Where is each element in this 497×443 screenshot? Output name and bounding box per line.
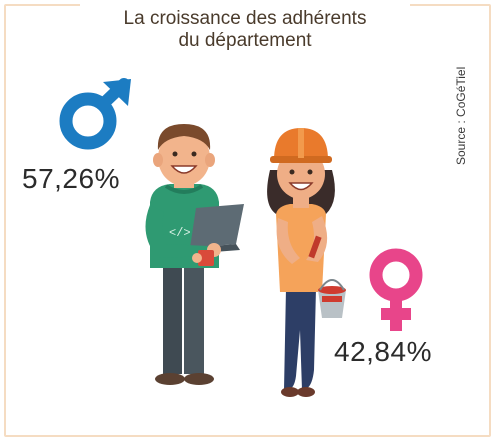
title-line-1: La croissance des adhérents (123, 8, 367, 29)
man-illustration: </> (145, 124, 244, 385)
male-percentage-label: 57,26% (22, 163, 120, 194)
title-background (80, 0, 410, 60)
title-line-2: du département (178, 30, 312, 51)
female-symbol-icon (369, 248, 423, 331)
chart-title: La croissance des adhérents du départeme… (70, 8, 420, 52)
male-symbol-icon (59, 78, 131, 150)
female-percentage-label: 42,84% (334, 336, 432, 367)
woman-illustration (267, 128, 346, 397)
svg-text:</>: </> (169, 226, 191, 240)
